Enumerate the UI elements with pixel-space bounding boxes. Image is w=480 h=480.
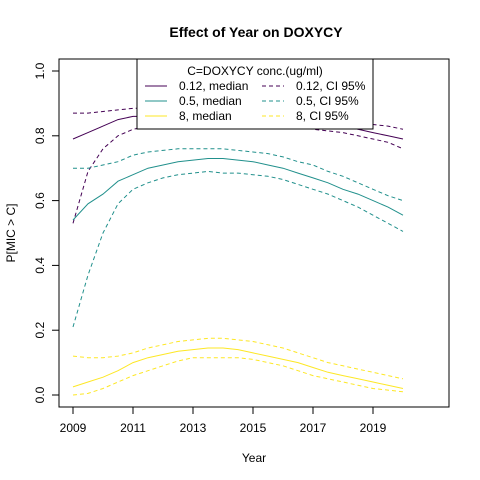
y-axis-label: P[MIC > C] (4, 203, 18, 262)
x-tick-label: 2015 (240, 421, 267, 435)
legend-entry-label: 0.12, CI 95% (296, 79, 366, 93)
legend-entry-label: 8, CI 95% (296, 109, 349, 123)
y-tick-label: 0.2 (33, 322, 47, 339)
series-lines (72, 107, 404, 396)
x-axis: 2009 2011 2013 2015 2017 2019 (60, 406, 387, 435)
series-line (72, 158, 404, 221)
x-tick-label: 2019 (360, 421, 387, 435)
x-tick-label: 2017 (300, 421, 327, 435)
legend-entries: 0.12, median 0.12, CI 95% 0.5, median 0.5, … (145, 79, 366, 123)
x-tick-label: 2013 (180, 421, 207, 435)
legend-box (136, 58, 374, 130)
series-line (73, 148, 404, 202)
x-tick-label: 2011 (120, 421, 146, 435)
legend-entry-label: 8, median (179, 109, 232, 123)
y-tick-label: 0.4 (33, 257, 47, 274)
y-tick-label: 0.6 (33, 192, 47, 209)
y-axis: 0.0 0.2 0.4 0.6 0.8 1.0 (33, 62, 60, 403)
series-line (72, 337, 404, 380)
legend-title: C=DOXYCY conc.(ug/ml) (187, 64, 323, 78)
x-tick-label: 2009 (60, 421, 87, 435)
series-line (72, 357, 404, 396)
series-line (72, 347, 404, 389)
series-line (72, 170, 404, 328)
chart-title: Effect of Year on DOXYCY (169, 24, 343, 40)
legend: C=DOXYCY conc.(ug/ml) 0.12, median 0.12, … (136, 58, 374, 130)
legend-entry-label: 0.5, median (179, 94, 242, 108)
legend-entry-label: 0.12, median (179, 79, 248, 93)
y-tick-label: 0.0 (33, 386, 47, 403)
y-tick-label: 1.0 (33, 62, 47, 79)
legend-entry-label: 0.5, CI 95% (296, 94, 359, 108)
y-tick-label: 0.8 (33, 127, 47, 144)
x-axis-label: Year (242, 451, 266, 465)
